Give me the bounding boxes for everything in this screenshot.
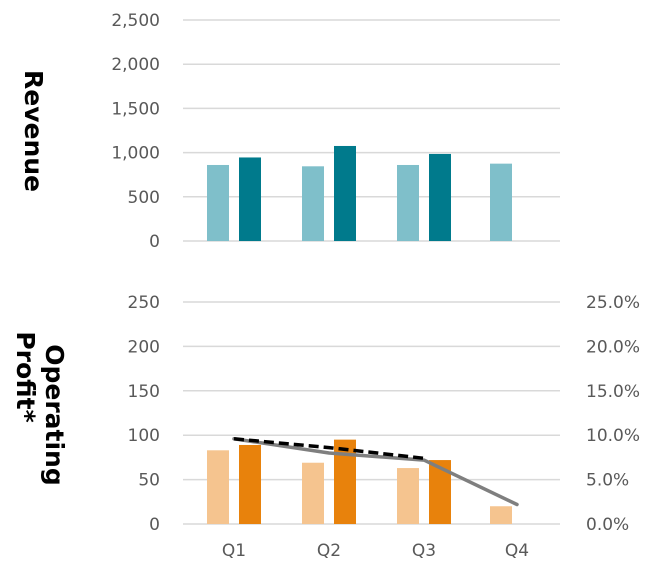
x-tick-label: Q2 <box>317 541 341 561</box>
bar-series-1-q2 <box>302 166 324 241</box>
bar-series-1-q1 <box>207 450 229 524</box>
x-tick-label: Q4 <box>505 541 529 561</box>
bar-series-1-q4 <box>490 506 512 524</box>
y-tick-label: 50 <box>138 471 160 491</box>
bar-series-1-q1 <box>207 164 229 241</box>
y2-tick-label: 10.0% <box>586 426 640 446</box>
bar-series-2-q1 <box>239 157 261 241</box>
bar-series-2-q1 <box>239 444 261 524</box>
y2-tick-label: 5.0% <box>586 471 629 491</box>
y-tick-label: 0 <box>149 232 160 252</box>
bar-series-2-q3 <box>429 460 451 524</box>
line-series-1 <box>232 437 519 507</box>
y-axis-title-line-2: Profit* <box>11 331 40 422</box>
y-tick-label: 2,000 <box>111 55 160 75</box>
y2-tick-label: 20.0% <box>586 337 640 357</box>
y-axis-title: Revenue <box>19 70 48 192</box>
x-tick-label: Q1 <box>222 541 246 561</box>
bar-series-2-q2 <box>334 145 356 241</box>
bar-series-1-q2 <box>302 462 324 524</box>
y-tick-label: 0 <box>149 515 160 535</box>
bar-series-1-q3 <box>397 468 419 524</box>
y-axis-title-line-1: Operating <box>40 344 69 486</box>
bar-series-1-q4 <box>490 163 512 241</box>
y-tick-label: 200 <box>128 337 160 357</box>
y-tick-label: 2,500 <box>111 11 160 31</box>
x-tick-label: Q3 <box>412 541 436 561</box>
y-tick-label: 500 <box>128 188 160 208</box>
y-tick-label: 150 <box>128 382 160 402</box>
bar-series-2-q3 <box>429 153 451 241</box>
y2-tick-label: 0.0% <box>586 515 629 535</box>
y2-tick-label: 15.0% <box>586 382 640 402</box>
line-series-2 <box>233 437 425 461</box>
bar-series-2-q2 <box>334 439 356 524</box>
y-tick-label: 100 <box>128 426 160 446</box>
bar-series-1-q3 <box>397 164 419 241</box>
y-tick-label: 250 <box>128 293 160 313</box>
y-tick-label: 1,500 <box>111 99 160 119</box>
y-tick-label: 1,000 <box>111 144 160 164</box>
y2-tick-label: 25.0% <box>586 293 640 313</box>
